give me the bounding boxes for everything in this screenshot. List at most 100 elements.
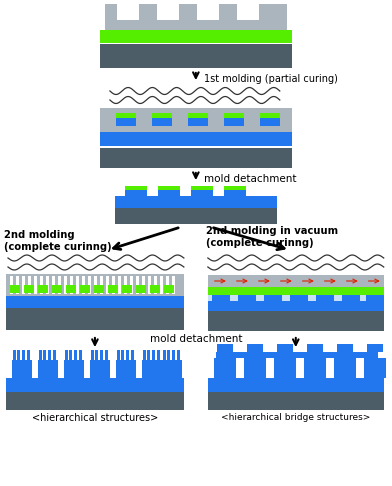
Bar xyxy=(74,350,77,360)
Text: <hierarchical bridge structures>: <hierarchical bridge structures> xyxy=(221,413,370,422)
Bar xyxy=(6,308,184,330)
Bar xyxy=(364,358,386,378)
Bar xyxy=(122,285,132,293)
Bar xyxy=(224,186,246,190)
Bar xyxy=(66,285,76,293)
Bar xyxy=(142,276,145,294)
Text: mold detachment: mold detachment xyxy=(150,334,242,344)
Bar xyxy=(13,350,16,360)
Bar xyxy=(167,350,170,360)
Bar xyxy=(79,350,82,360)
Bar xyxy=(208,378,384,392)
Bar xyxy=(90,360,110,378)
Bar xyxy=(208,392,384,410)
Bar xyxy=(157,350,160,360)
Bar xyxy=(22,276,25,294)
Bar xyxy=(105,4,287,30)
Text: 2nd molding
(complete curinng): 2nd molding (complete curinng) xyxy=(4,230,112,252)
Bar xyxy=(214,358,236,378)
Bar xyxy=(117,4,139,20)
Bar xyxy=(116,113,136,126)
Bar xyxy=(82,276,85,294)
Bar xyxy=(277,344,293,352)
Bar xyxy=(216,352,378,358)
Bar xyxy=(94,285,104,293)
Bar xyxy=(17,350,20,360)
Bar xyxy=(28,276,31,294)
Bar xyxy=(48,350,51,360)
Bar xyxy=(43,350,46,360)
Bar xyxy=(39,350,42,360)
Bar xyxy=(16,276,19,294)
Bar xyxy=(342,295,360,301)
Text: <hierarchical structures>: <hierarchical structures> xyxy=(32,413,158,423)
Bar xyxy=(238,295,256,301)
Bar xyxy=(224,113,244,126)
Bar xyxy=(46,276,49,294)
Bar xyxy=(64,360,84,378)
Bar xyxy=(274,358,296,378)
Bar xyxy=(208,301,384,311)
Bar xyxy=(6,378,184,392)
Bar xyxy=(10,276,13,294)
Bar xyxy=(6,392,184,410)
Bar xyxy=(260,113,280,126)
Bar xyxy=(307,344,323,352)
Bar xyxy=(100,132,292,146)
Bar xyxy=(237,4,259,20)
Bar xyxy=(162,360,182,378)
Bar xyxy=(136,285,146,293)
Bar xyxy=(147,350,150,360)
Bar xyxy=(154,276,157,294)
Bar xyxy=(38,285,48,293)
Bar xyxy=(150,285,160,293)
Bar xyxy=(148,276,151,294)
Bar xyxy=(40,276,43,294)
Bar xyxy=(164,285,174,293)
Bar xyxy=(337,344,353,352)
Bar xyxy=(188,113,208,118)
Bar xyxy=(197,4,219,20)
Text: 1st molding (partial curing): 1st molding (partial curing) xyxy=(204,74,338,84)
Bar xyxy=(12,360,32,378)
Bar xyxy=(116,360,136,378)
Bar xyxy=(53,350,56,360)
Bar xyxy=(52,276,55,294)
Bar xyxy=(158,186,180,196)
Bar xyxy=(70,276,73,294)
Bar xyxy=(247,344,263,352)
Bar xyxy=(106,276,109,294)
Bar xyxy=(224,113,244,118)
Bar xyxy=(264,295,282,301)
Bar xyxy=(188,113,208,126)
Bar xyxy=(38,360,58,378)
Bar xyxy=(6,296,184,308)
Bar xyxy=(191,186,213,196)
Bar xyxy=(64,276,67,294)
Bar xyxy=(100,276,103,294)
Bar xyxy=(80,285,90,293)
Bar xyxy=(224,186,246,196)
Bar xyxy=(191,186,213,190)
Bar xyxy=(136,276,139,294)
Bar xyxy=(130,276,133,294)
Bar xyxy=(10,285,20,293)
Bar xyxy=(260,113,280,118)
Bar xyxy=(157,4,179,20)
Bar xyxy=(24,285,34,293)
Bar xyxy=(143,350,146,360)
Bar xyxy=(334,358,356,378)
Bar xyxy=(124,276,127,294)
Bar xyxy=(118,276,121,294)
Bar xyxy=(152,113,172,126)
Bar xyxy=(91,350,94,360)
Bar xyxy=(244,358,266,378)
Bar xyxy=(158,186,180,190)
Text: mold detachment: mold detachment xyxy=(204,174,296,184)
Bar xyxy=(65,350,68,360)
Bar xyxy=(116,113,136,118)
Bar xyxy=(88,276,91,294)
Bar xyxy=(131,350,134,360)
Bar xyxy=(76,276,79,294)
Bar xyxy=(52,285,62,293)
